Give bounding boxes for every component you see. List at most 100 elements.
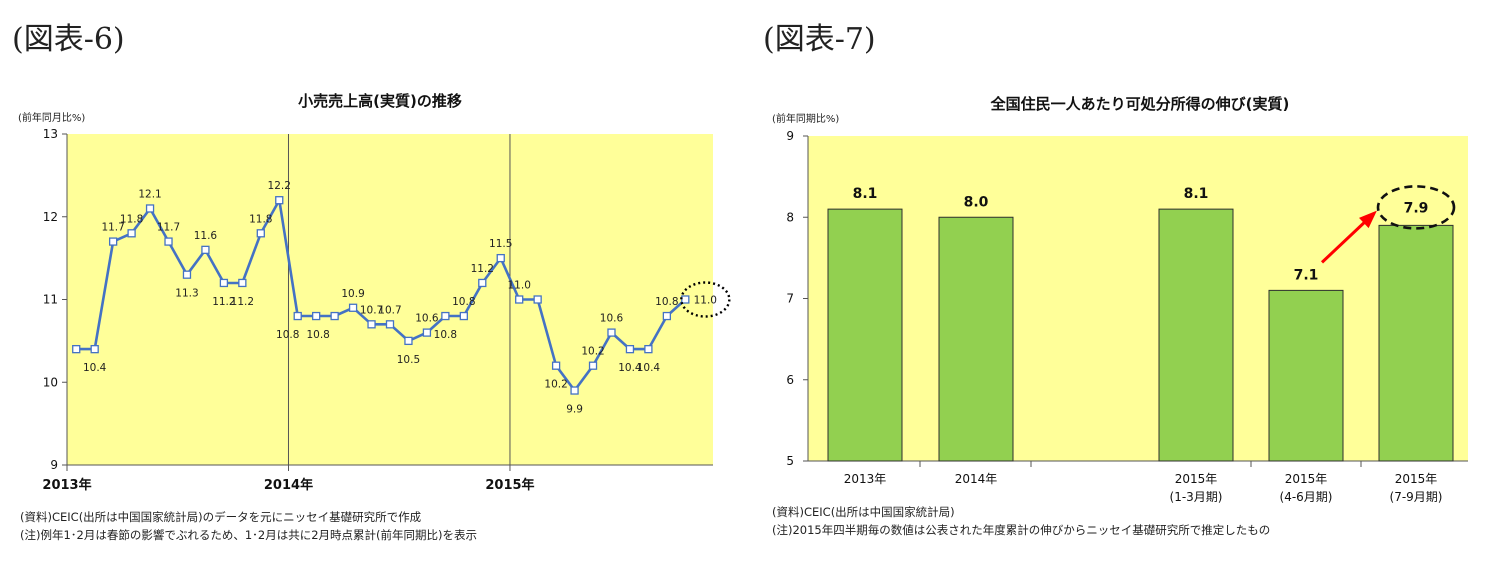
chart1-point (551, 361, 561, 370)
chart2-y-tick-label: 9 (786, 129, 794, 143)
chart2-highlight-ellipse (1376, 185, 1456, 230)
chart1-point (312, 311, 321, 321)
chart1-point (385, 320, 395, 329)
chart1-data-label: 10.4 (637, 362, 661, 374)
chart1-data-label: 10.4 (618, 362, 642, 374)
chart2-category-label: 2013年 (844, 472, 887, 486)
chart2-title: 全国住民一人あたり可処分所得の伸び(実質) (990, 95, 1290, 113)
chart1-data-label: 11.2 (471, 263, 494, 275)
chart1-point (164, 237, 173, 246)
chart1-data-label: 11.3 (175, 288, 198, 300)
chart2-bar (1378, 224, 1454, 462)
chart1-point (238, 278, 247, 288)
retail-sales-line-chart: 小売売上高(実質)の推移 (前年同月比%) 9 10 11 12 13 2013年 2014… (18, 92, 731, 542)
chart1-point (459, 311, 468, 321)
chart1-y-tick-label: 9 (50, 458, 58, 472)
chart1-point (201, 245, 210, 255)
chart1-data-label: 10.6 (600, 313, 624, 325)
chart1-y-tick-label: 12 (43, 210, 58, 224)
chart1-highlight-circle (680, 281, 731, 318)
chart1-point (127, 229, 136, 238)
chart1-point (293, 311, 302, 321)
chart1-point (275, 196, 284, 205)
chart2-source-note: (資料)CEIC(出所は中国国家統計局) (772, 505, 955, 519)
chart1-data-label: 11.2 (231, 296, 254, 308)
chart1-data-label: 10.8 (452, 296, 475, 308)
chart1-data-label: 10.8 (276, 329, 299, 341)
chart2-bar (1158, 208, 1234, 462)
chart2-bar (827, 208, 903, 462)
chart1-title: 小売売上高(実質)の推移 (298, 92, 462, 110)
chart1-point (570, 386, 579, 395)
chart2-category-label: 2014年 (955, 472, 998, 486)
chart1-point (515, 295, 524, 304)
chart2-value-label: 8.1 (853, 186, 878, 202)
chart1-data-label: 12.1 (138, 188, 161, 200)
income-growth-bar-chart: 全国住民一人あたり可処分所得の伸び(実質) (前年同期比%) 5 6 7 8 9 8.1… (772, 95, 1468, 537)
chart2-value-label: 8.1 (1184, 186, 1209, 202)
chart2-unit-label: (前年同期比%) (772, 112, 839, 125)
chart1-data-label: 11.7 (157, 222, 180, 234)
chart2-category-sublabel: (4-6月期) (1280, 490, 1333, 504)
chart1-year-label: 2015年 (485, 477, 534, 493)
chart2-y-tick-label: 6 (786, 373, 794, 387)
chart2-value-label: 8.0 (964, 194, 989, 210)
chart1-data-label: 10.7 (378, 304, 401, 316)
chart2-category-label: 2015年 (1285, 472, 1328, 486)
chart1-point (330, 311, 339, 321)
chart1-footnote: (注)例年1･2月は春節の影響でぶれるため、1･2月は共に2月時点累計(前年同期… (20, 528, 477, 542)
chart1-year-label: 2014年 (264, 477, 313, 493)
chart1-data-label: 10.2 (581, 346, 604, 358)
chart2-plot-area (808, 136, 1468, 461)
chart1-point (367, 320, 376, 329)
chart2-category-sublabel: (7-9月期) (1390, 490, 1443, 504)
chart1-point (256, 229, 265, 238)
chart2-arrowhead-icon (1359, 210, 1377, 229)
chart1-point (404, 336, 413, 346)
chart2-footnote: (注)2015年四半期毎の数値は公表された年度累計の伸びからニッセイ基礎研究所で… (772, 523, 1270, 537)
chart1-point (108, 237, 118, 246)
chart1-point (533, 295, 542, 304)
chart1-source-note: (資料)CEIC(出所は中国国家統計局)のデータを元にニッセイ基礎研究所で作成 (20, 510, 422, 524)
chart2-y-tick-label: 7 (786, 292, 794, 306)
chart1-series-line (76, 198, 687, 392)
chart1-point (607, 328, 616, 337)
chart2-y-tick-label: 5 (786, 454, 794, 468)
chart1-data-label: 11.8 (249, 213, 272, 225)
chart2-value-label: 7.1 (1294, 267, 1319, 283)
chart1-point (478, 278, 487, 288)
chart1-point (219, 278, 229, 288)
chart1-data-label: 11.0 (508, 280, 531, 292)
chart1-point (625, 344, 635, 354)
chart2-category-sublabel: (1-3月期) (1170, 490, 1223, 504)
chart2-y-tick-label: 8 (786, 210, 794, 224)
chart1-data-label: 10.5 (397, 354, 420, 366)
chart1-data-label: 10.7 (360, 304, 383, 316)
chart2-bar (1268, 289, 1344, 462)
chart1-point (644, 344, 653, 354)
figure-6-label: (図表-6) (12, 22, 125, 57)
chart1-year-label: 2013年 (42, 477, 91, 493)
chart2-bar (938, 216, 1014, 462)
chart1-point (182, 270, 192, 279)
chart1-data-label: 11.2 (212, 296, 235, 308)
chart1-data-label: 10.6 (415, 313, 439, 325)
chart1-y-tick-label: 11 (43, 293, 58, 307)
chart1-data-label: 11.6 (194, 230, 218, 242)
chart1-point (348, 303, 358, 312)
chart2-category-label: 2015年 (1175, 472, 1218, 486)
figure-7-label: (図表-7) (763, 22, 876, 57)
chart1-point (72, 344, 81, 354)
chart1-y-tick-label: 10 (43, 375, 58, 389)
chart1-data-label: 11.7 (101, 222, 124, 234)
chart2-category-label: 2015年 (1395, 472, 1438, 486)
chart1-point (496, 253, 505, 263)
chart1-unit-label: (前年同月比%) (18, 111, 85, 124)
chart1-y-tick-label: 13 (43, 127, 58, 141)
chart1-point (681, 295, 690, 304)
chart1-point (588, 361, 598, 370)
chart1-data-label: 10.8 (434, 329, 457, 341)
chart1-point (145, 204, 155, 213)
chart1-data-label: 11.8 (120, 213, 143, 225)
